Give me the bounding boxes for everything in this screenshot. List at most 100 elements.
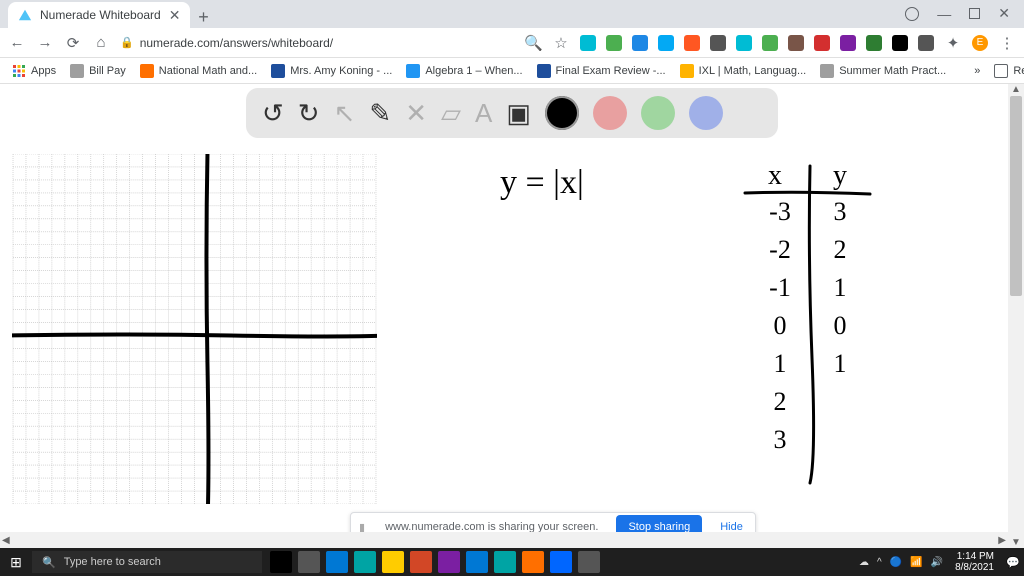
extension-icon-11[interactable] (866, 35, 882, 51)
omnibox-search-icon[interactable]: 🔍 (524, 34, 542, 52)
taskbar-app-10[interactable] (550, 551, 572, 573)
vertical-scrollbar[interactable]: ▲ ▼ (1008, 84, 1024, 548)
notifications-icon[interactable]: 💬 (1002, 556, 1024, 569)
minimize-button[interactable]: — (937, 6, 951, 22)
tab-favicon (18, 8, 32, 22)
reading-list-button[interactable]: Reading list (994, 64, 1024, 78)
svg-text:2: 2 (774, 387, 787, 416)
tab-close-icon[interactable]: ✕ (169, 7, 181, 24)
color-swatch-3[interactable] (689, 96, 723, 130)
browser-tab[interactable]: Numerade Whiteboard ✕ (8, 2, 190, 28)
extension-icon-13[interactable] (918, 35, 934, 51)
home-button[interactable]: ⌂ (92, 34, 110, 51)
extension-icon-7[interactable] (762, 35, 778, 51)
bookmark-item-6[interactable]: Summer Math Pract... (820, 64, 946, 78)
bookmark-item-0[interactable]: Bill Pay (70, 64, 126, 78)
scroll-left-arrow[interactable]: ◀ (2, 532, 10, 548)
extension-icon-10[interactable] (840, 35, 856, 51)
account-indicator-icon[interactable] (905, 7, 919, 21)
extension-icon-12[interactable] (892, 35, 908, 51)
bookmark-star-icon[interactable]: ☆ (552, 34, 570, 52)
taskbar-app-3[interactable] (354, 551, 376, 573)
bookmark-item-4[interactable]: Final Exam Review -... (537, 64, 666, 78)
scroll-thumb[interactable] (1010, 96, 1022, 296)
extensions-puzzle-icon[interactable]: ✦ (944, 34, 962, 52)
system-tray[interactable]: ☁ ^ 🔵 📶 🔊 (855, 557, 947, 568)
bookmark-label: Mrs. Amy Koning - ... (290, 65, 392, 77)
bookmark-label: IXL | Math, Languag... (699, 65, 807, 77)
horizontal-scrollbar[interactable]: ◀ ▶ (0, 532, 1008, 548)
tool-pencil[interactable]: ✎ (369, 98, 391, 129)
svg-text:3: 3 (774, 425, 787, 454)
taskbar-app-4[interactable] (382, 551, 404, 573)
kebab-menu-icon[interactable]: ⋮ (998, 34, 1016, 52)
bookmark-favicon (140, 64, 154, 78)
bookmark-item-3[interactable]: Algebra 1 – When... (406, 64, 522, 78)
search-icon: 🔍 (42, 556, 56, 569)
tool-image[interactable]: ▣ (506, 98, 531, 129)
taskbar-app-2[interactable] (326, 551, 348, 573)
profile-avatar[interactable]: E (972, 35, 988, 51)
extension-icon-5[interactable] (710, 35, 726, 51)
coordinate-grid[interactable] (12, 154, 377, 504)
taskbar-app-9[interactable] (522, 551, 544, 573)
tray-icon-2[interactable]: 🔵 (890, 557, 902, 568)
tool-eraser[interactable]: ▱ (441, 98, 461, 129)
extension-icon-6[interactable] (736, 35, 752, 51)
forward-button[interactable]: → (36, 34, 54, 51)
extension-icon-1[interactable] (606, 35, 622, 51)
xy-table: xy-33-22-11001123 (740, 158, 880, 488)
back-button[interactable]: ← (8, 34, 26, 51)
start-button[interactable]: ⊞ (0, 554, 32, 571)
bookmarks-overflow[interactable]: » (974, 65, 980, 77)
tray-icon-4[interactable]: 🔊 (931, 557, 943, 568)
bookmark-item-2[interactable]: Mrs. Amy Koning - ... (271, 64, 392, 78)
extension-icon-3[interactable] (658, 35, 674, 51)
taskbar-app-5[interactable] (410, 551, 432, 573)
svg-text:3: 3 (834, 197, 847, 226)
extension-icon-8[interactable] (788, 35, 804, 51)
color-swatch-1[interactable] (593, 96, 627, 130)
tray-icon-0[interactable]: ☁ (859, 557, 869, 568)
color-swatch-2[interactable] (641, 96, 675, 130)
reload-button[interactable]: ⟳ (64, 34, 82, 52)
omnibox[interactable]: 🔒 numerade.com/answers/whiteboard/ (120, 36, 333, 50)
tool-undo[interactable]: ↺ (262, 98, 284, 129)
bookmark-favicon (406, 64, 420, 78)
tool-text[interactable]: A (475, 98, 492, 129)
extension-icon-2[interactable] (632, 35, 648, 51)
tray-icon-1[interactable]: ^ (877, 557, 882, 568)
scroll-right-arrow[interactable]: ▶ (998, 532, 1006, 548)
color-swatch-0[interactable] (545, 96, 579, 130)
extension-icon-0[interactable] (580, 35, 596, 51)
taskbar-app-11[interactable] (578, 551, 600, 573)
taskbar-clock[interactable]: 1:14 PM 8/8/2021 (947, 551, 1002, 573)
taskbar-app-8[interactable] (494, 551, 516, 573)
bookmark-item-5[interactable]: IXL | Math, Languag... (680, 64, 807, 78)
bookmark-favicon (820, 64, 834, 78)
apps-shortcut[interactable]: Apps (12, 64, 56, 78)
tool-redo[interactable]: ↻ (298, 98, 320, 129)
extension-icon-9[interactable] (814, 35, 830, 51)
bookmark-item-1[interactable]: National Math and... (140, 64, 257, 78)
maximize-button[interactable] (969, 8, 980, 19)
taskbar-app-0[interactable] (270, 551, 292, 573)
scroll-up-arrow[interactable]: ▲ (1008, 84, 1024, 95)
tray-icon-3[interactable]: 📶 (910, 557, 922, 568)
taskbar-app-1[interactable] (298, 551, 320, 573)
taskbar-apps (270, 551, 600, 573)
extension-icon-4[interactable] (684, 35, 700, 51)
taskbar-app-7[interactable] (466, 551, 488, 573)
tool-tools[interactable]: ✕ (405, 98, 427, 129)
apps-grid-icon (12, 64, 26, 78)
bookmark-label: Algebra 1 – When... (425, 65, 522, 77)
tool-pointer[interactable]: ↖ (334, 98, 356, 129)
bookmark-favicon (680, 64, 694, 78)
scroll-down-arrow[interactable]: ▼ (1008, 537, 1024, 548)
close-window-button[interactable]: ✕ (998, 5, 1010, 22)
svg-text:1: 1 (834, 349, 847, 378)
search-placeholder: Type here to search (64, 556, 161, 568)
taskbar-app-6[interactable] (438, 551, 460, 573)
taskbar-search[interactable]: 🔍 Type here to search (32, 551, 262, 573)
new-tab-button[interactable]: + (190, 7, 216, 28)
